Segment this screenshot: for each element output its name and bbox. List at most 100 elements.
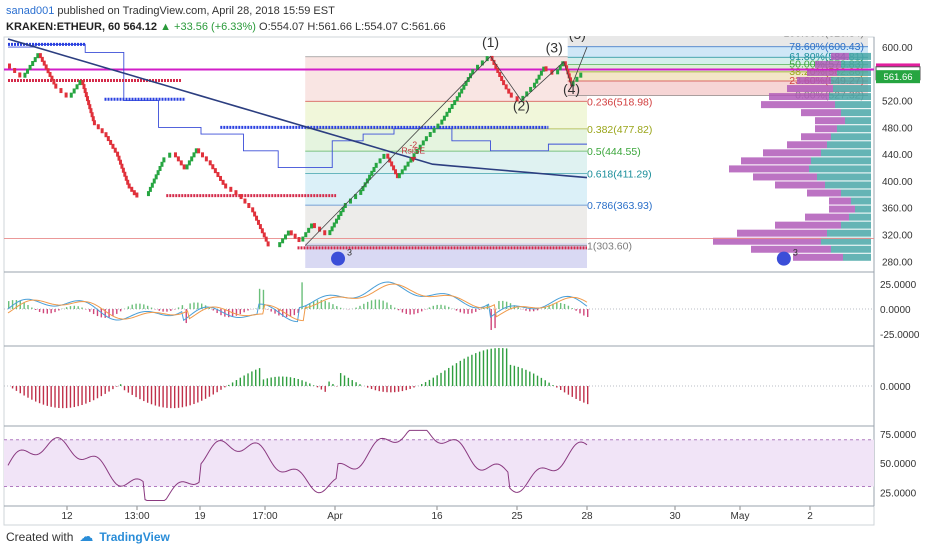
macd-hist-bar xyxy=(432,305,434,309)
hist-bar xyxy=(228,384,230,386)
macd-hist-bar xyxy=(536,309,539,311)
renko-brick xyxy=(539,70,543,76)
hist-bar xyxy=(556,386,558,388)
price-tick-label: 440.00 xyxy=(882,150,913,161)
hist-bar xyxy=(297,378,299,386)
time-tick-label: 16 xyxy=(431,511,443,522)
author-link[interactable]: sanad001 xyxy=(6,5,55,17)
renko-brick xyxy=(388,157,392,163)
volume-profile-bar xyxy=(801,133,831,141)
macd-hist-bar xyxy=(289,309,292,317)
hist-bar xyxy=(150,386,153,405)
hist-bar xyxy=(575,386,577,399)
macd-hist-bar xyxy=(96,309,99,317)
renko-brick xyxy=(307,227,311,233)
renko-brick xyxy=(81,80,85,86)
renko-brick xyxy=(89,108,93,114)
price-tag xyxy=(876,70,920,84)
fib-zone xyxy=(305,205,587,246)
hist-bar xyxy=(374,386,377,391)
renko-brick xyxy=(412,153,416,159)
macd-hist-bar xyxy=(467,309,469,314)
volume-profile-bar xyxy=(811,157,871,165)
tradingview-brand[interactable]: TradingView xyxy=(99,529,170,544)
hist-bar xyxy=(224,386,226,388)
chart-canvas[interactable]: 1(303.60) 0.786(363.93) 0.618(411.29) 0.5(4… xyxy=(0,36,932,528)
renko-brick xyxy=(83,88,87,94)
hist-bar xyxy=(38,386,41,404)
renko-brick xyxy=(293,233,297,239)
time-tick-label: 12 xyxy=(61,511,73,522)
hist-bar xyxy=(81,386,83,406)
renko-brick xyxy=(403,165,407,171)
macd-hist-bar xyxy=(401,309,404,313)
hist-bar xyxy=(255,369,257,386)
volume-profile-bar xyxy=(741,157,811,165)
macd-hist-bar xyxy=(556,302,558,309)
event-marker-icon xyxy=(776,251,791,266)
macd-hist-bar xyxy=(293,309,296,316)
volume-profile-bar xyxy=(837,68,871,76)
macd-hist-bar xyxy=(58,309,60,311)
renko-brick xyxy=(415,148,419,154)
macd-hist-bar xyxy=(162,309,164,312)
volume-profile-bar xyxy=(815,125,837,133)
tradingview-logo-icon[interactable]: ☁ xyxy=(79,528,94,544)
hist-bar xyxy=(536,375,539,386)
renko-brick xyxy=(90,112,94,118)
renko-brick xyxy=(421,140,425,146)
volume-profile-bar xyxy=(775,221,841,229)
renko-brick xyxy=(428,132,432,138)
macd-hist-bar xyxy=(73,305,76,309)
hist-bar xyxy=(235,380,238,386)
renko-brick xyxy=(378,158,382,164)
elliott-wave-line xyxy=(304,46,588,246)
hist-bar xyxy=(579,386,581,401)
hist-bar xyxy=(312,385,315,386)
fib-level-label: 0.236(518.98) xyxy=(587,96,652,108)
macd-hist-bar xyxy=(532,309,535,312)
renko-brick xyxy=(571,81,575,87)
renko-brick xyxy=(243,198,247,204)
hist-bar xyxy=(239,377,241,386)
price-tick-label: 320.00 xyxy=(882,231,913,242)
publish-line: sanad001 published on TradingView.com, A… xyxy=(6,3,926,19)
hist-bar xyxy=(347,377,350,386)
renko-brick xyxy=(457,92,461,98)
symbol-label[interactable]: KRAKEN:ETHEUR, 60 xyxy=(6,21,121,33)
renko-brick xyxy=(85,96,89,102)
renko-brick xyxy=(406,161,410,167)
hist-bar xyxy=(559,386,562,390)
rsi-band xyxy=(4,439,874,487)
volume-profile-bar xyxy=(825,181,871,189)
renko-brick xyxy=(442,115,446,121)
fib-ext-zone xyxy=(567,46,868,58)
time-tick-label: 28 xyxy=(581,511,593,522)
fib-ext-zone xyxy=(567,57,868,65)
event-marker-icon xyxy=(331,251,346,266)
hist-bar xyxy=(378,386,380,392)
renko-brick xyxy=(566,69,570,75)
renko-brick xyxy=(26,68,30,74)
macd-hist-bar xyxy=(139,303,141,309)
macd-line xyxy=(7,281,588,323)
macd-hist-bar xyxy=(35,309,37,310)
renko-brick xyxy=(92,120,96,126)
volume-profile-bar xyxy=(737,229,827,237)
volume-profile-bar xyxy=(841,189,871,197)
renko-brick xyxy=(556,69,560,75)
macd-hist-bar xyxy=(220,309,222,316)
renko-brick xyxy=(312,223,316,229)
renko-brick xyxy=(334,218,338,224)
renko-brick xyxy=(339,210,343,216)
macd-hist-bar xyxy=(529,309,531,312)
rsi-tick-label: 25.0000 xyxy=(880,488,917,499)
volume-profile-bar xyxy=(787,85,833,93)
renko-brick xyxy=(64,92,68,98)
hist-bar xyxy=(243,375,245,386)
renko-brick xyxy=(197,148,201,154)
hist-bar xyxy=(366,386,369,388)
renko-brick xyxy=(52,79,56,85)
hist-bar xyxy=(478,351,481,386)
renko-brick xyxy=(127,183,131,189)
